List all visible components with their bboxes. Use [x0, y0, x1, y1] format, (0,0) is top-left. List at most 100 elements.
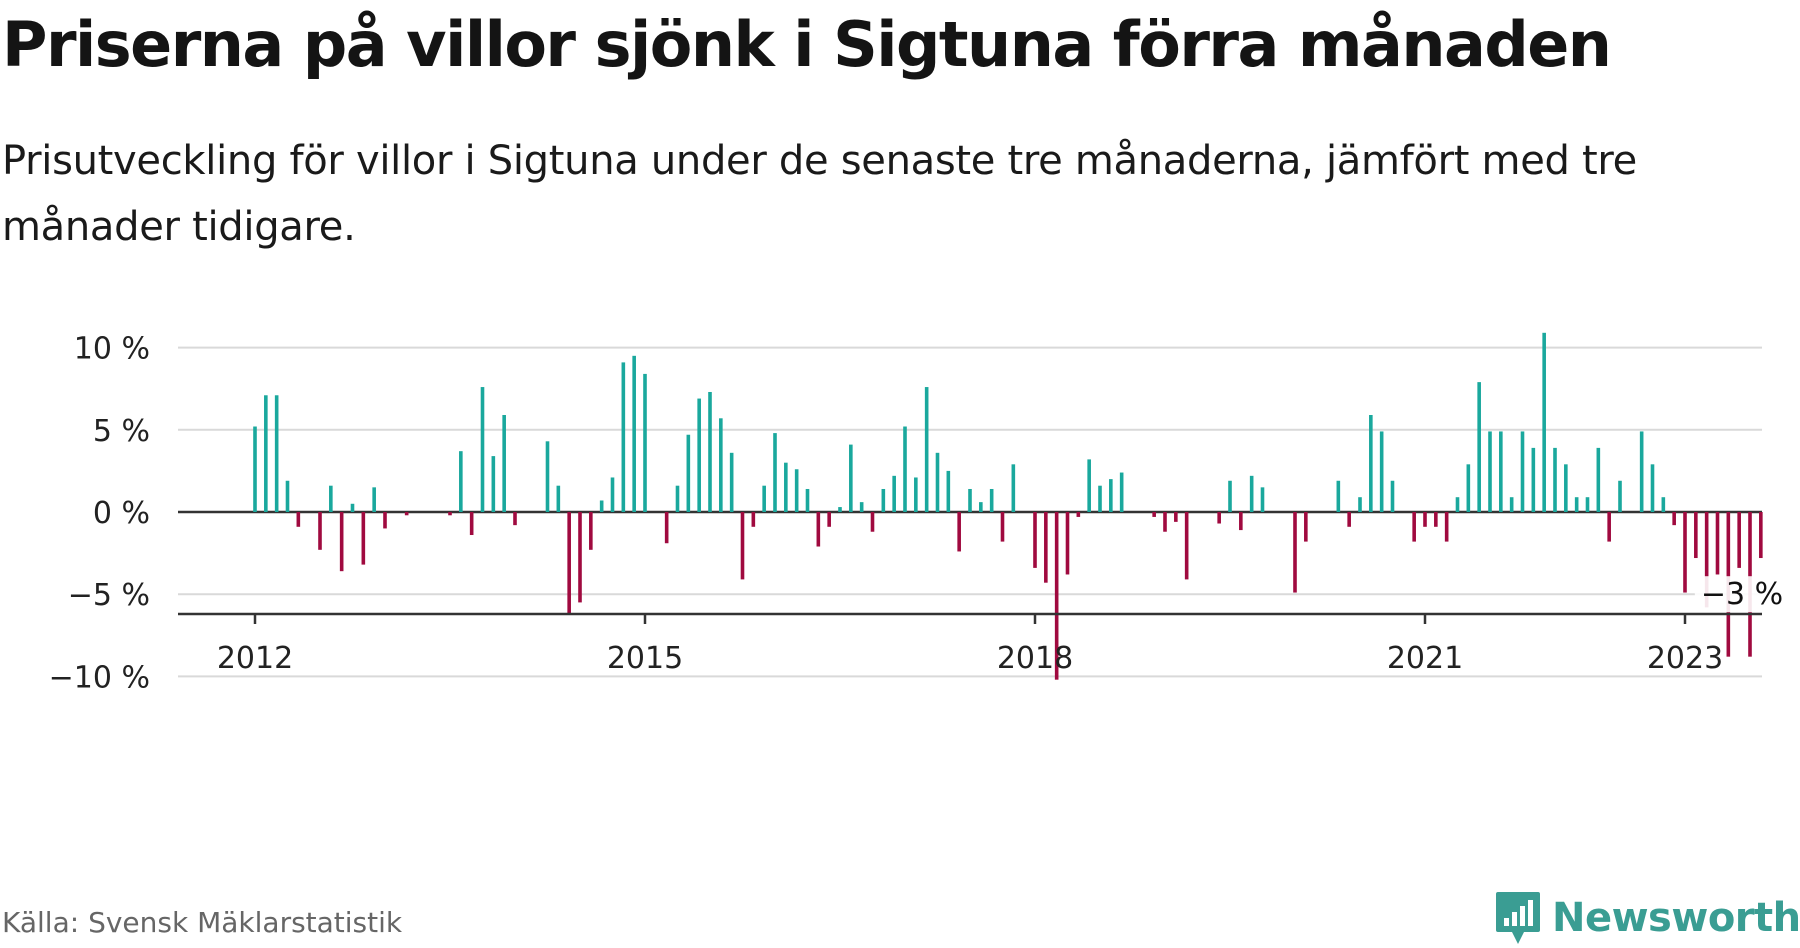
bar — [1011, 464, 1016, 512]
bar — [1347, 512, 1351, 527]
bar — [773, 433, 777, 512]
bar — [664, 512, 669, 544]
bar — [838, 507, 842, 512]
bar — [675, 485, 680, 512]
bar — [285, 480, 290, 512]
bar — [1466, 464, 1471, 512]
bar — [794, 469, 799, 512]
bar — [556, 485, 561, 512]
bar-chart: 10 % 5 % 0 % −5 % −10 % 2012 2015 2018 2021 2023… — [49, 332, 1795, 696]
bar — [1455, 497, 1460, 512]
bar — [1390, 480, 1395, 512]
bar — [1087, 459, 1091, 512]
bar — [1000, 512, 1005, 542]
newsworthy-logo[interactable]: Newsworthy — [1494, 890, 1800, 946]
bar — [1585, 497, 1590, 512]
y-tick-label: −10 % — [49, 660, 150, 695]
bar — [1412, 512, 1416, 542]
bar — [924, 387, 929, 512]
bar — [350, 503, 355, 512]
x-tick-label: 2023 — [1647, 641, 1723, 676]
source-note: Källa: Svensk Mäklarstatistik — [2, 906, 403, 939]
bar — [599, 500, 604, 512]
bar — [1607, 512, 1611, 542]
bar — [1618, 480, 1622, 512]
bar — [849, 444, 853, 512]
bar — [1553, 447, 1557, 512]
bar — [1737, 512, 1741, 568]
bar — [1672, 512, 1676, 526]
bar — [1715, 512, 1720, 575]
bar — [816, 512, 821, 547]
bar — [274, 395, 279, 512]
bar — [805, 488, 810, 512]
bar — [459, 451, 463, 512]
x-tick-label: 2015 — [607, 641, 683, 676]
bar — [903, 426, 907, 512]
y-tick-label: 5 % — [93, 414, 150, 449]
bar — [1033, 512, 1037, 568]
bar — [1444, 512, 1449, 542]
bar — [1661, 497, 1666, 512]
bar — [502, 415, 506, 512]
y-tick-label: 0 % — [93, 496, 150, 531]
bar — [1152, 512, 1156, 517]
bar — [1098, 485, 1102, 512]
bar — [946, 470, 951, 512]
bar — [1369, 415, 1373, 512]
bar — [870, 512, 875, 532]
bar — [1596, 447, 1601, 512]
x-axis: 2012 2015 2018 2021 2023 — [178, 612, 1762, 676]
bar — [1044, 512, 1048, 583]
bar — [1054, 512, 1059, 680]
bar — [1509, 497, 1514, 512]
y-axis: 10 % 5 % 0 % −5 % −10 % — [49, 332, 150, 696]
bar — [329, 485, 333, 512]
bar — [989, 488, 994, 512]
bar — [448, 512, 452, 516]
bar — [1542, 332, 1546, 512]
bar — [610, 477, 615, 512]
y-tick-label: 10 % — [74, 332, 150, 367]
bar — [1574, 497, 1579, 512]
bar — [719, 418, 723, 512]
bar — [1217, 512, 1221, 524]
bar — [1163, 512, 1167, 532]
bar — [578, 512, 582, 603]
bar — [762, 485, 766, 512]
bar — [859, 502, 864, 512]
newsworthy-logo-text: Newsworthy — [1552, 895, 1800, 941]
bar — [567, 512, 571, 614]
bar — [914, 477, 918, 512]
bar — [1065, 512, 1070, 575]
bar — [686, 434, 691, 512]
annotation: −3 % — [1694, 576, 1795, 613]
bar — [1694, 512, 1698, 559]
bar — [589, 512, 593, 550]
bar — [404, 512, 409, 516]
bar — [1423, 512, 1427, 527]
bar — [296, 512, 301, 527]
bar — [1260, 487, 1265, 512]
y-tick-label: −5 % — [68, 578, 150, 613]
bar — [1520, 431, 1525, 512]
bar — [1293, 512, 1297, 593]
bar — [892, 475, 896, 512]
annotation-label: −3 % — [1701, 577, 1783, 612]
bar — [957, 512, 961, 552]
bar — [935, 452, 940, 512]
bar — [968, 488, 972, 512]
bar — [253, 426, 257, 512]
newsworthy-logo-icon — [1496, 892, 1540, 944]
bar — [1109, 479, 1113, 512]
bar — [1477, 382, 1481, 512]
bar — [1119, 472, 1124, 512]
bar — [491, 456, 496, 512]
bar — [697, 398, 701, 512]
bar — [708, 391, 712, 512]
bar — [1379, 431, 1384, 512]
bar — [1683, 512, 1687, 593]
bar — [621, 362, 626, 512]
chart-title: Priserna på villor sjönk i Sigtuna förra… — [2, 8, 1612, 81]
bar — [827, 512, 831, 527]
